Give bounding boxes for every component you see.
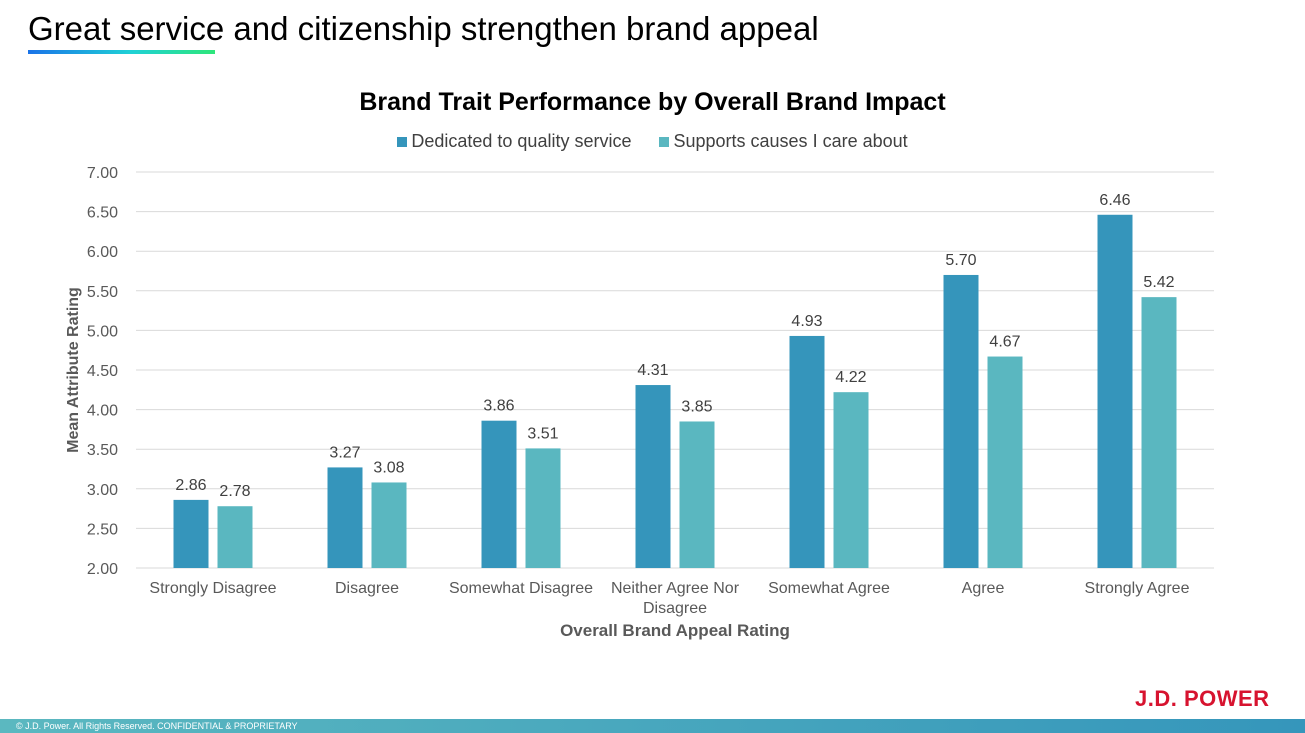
bar-quality-service — [789, 335, 825, 568]
title-underline — [28, 50, 215, 54]
data-label: 3.51 — [527, 425, 558, 442]
data-label: 3.86 — [483, 398, 514, 415]
y-tick-label: 4.00 — [87, 403, 118, 420]
y-tick-label: 3.50 — [87, 442, 118, 459]
legend-swatch-supports-causes — [659, 136, 670, 147]
x-tick-label: Somewhat Agree — [768, 580, 890, 597]
jd-power-logo: J.D. POWER — [1135, 686, 1270, 711]
y-tick-label: 4.50 — [87, 363, 118, 380]
data-label: 4.22 — [835, 369, 866, 386]
x-tick-label: Strongly Disagree — [149, 580, 276, 597]
bar-supports-causes — [679, 421, 715, 568]
data-label: 4.31 — [637, 362, 668, 379]
y-tick-label: 5.50 — [87, 284, 118, 301]
bar-quality-service — [481, 420, 517, 568]
data-label: 3.85 — [681, 398, 712, 415]
y-axis-label: Mean Attribute Rating — [65, 287, 82, 453]
y-tick-label: 2.00 — [87, 561, 118, 578]
y-tick-label: 2.50 — [87, 521, 118, 538]
data-label: 3.08 — [373, 459, 404, 476]
y-tick-label: 7.00 — [87, 165, 118, 182]
y-tick-label: 5.00 — [87, 323, 118, 340]
chart-legend: Dedicated to quality service Supports ca… — [0, 131, 1305, 152]
legend-label-supports-causes: Supports causes I care about — [673, 131, 908, 151]
legend-swatch-quality-service — [397, 136, 408, 147]
footer-bar — [0, 719, 1305, 733]
x-tick-label: Agree — [962, 580, 1005, 597]
legend-item-supports-causes: Supports causes I care about — [659, 131, 908, 152]
slide-title: Great service and citizenship strengthen… — [28, 10, 819, 47]
bar-supports-causes — [833, 392, 869, 568]
chart-title: Brand Trait Performance by Overall Brand… — [359, 88, 946, 116]
bar-quality-service — [635, 385, 671, 568]
bar-quality-service — [173, 499, 209, 568]
bar-quality-service — [1097, 214, 1133, 568]
bar-chart: 2.00 2.50 3.00 3.50 4.00 4.50 5.00 5.50 6.00 6.50… — [65, 165, 1214, 640]
x-tick-label: Somewhat Disagree — [449, 580, 593, 597]
x-tick-label: Disagree — [335, 580, 399, 597]
x-axis-label: Overall Brand Appeal Rating — [560, 621, 790, 640]
bar-supports-causes — [987, 356, 1023, 568]
data-label: 2.86 — [175, 477, 206, 494]
data-label: 4.67 — [989, 334, 1020, 351]
legend-label-quality-service: Dedicated to quality service — [411, 131, 632, 151]
data-label: 3.27 — [329, 444, 360, 461]
data-label: 5.70 — [945, 252, 976, 269]
footer-copyright: © J.D. Power. All Rights Reserved. CONFI… — [16, 721, 298, 731]
y-tick-label: 3.00 — [87, 482, 118, 499]
bar-quality-service — [327, 467, 363, 568]
bar-quality-service — [943, 274, 979, 568]
bar-supports-causes — [371, 482, 407, 568]
bar-supports-causes — [217, 506, 253, 568]
data-label: 4.93 — [791, 313, 822, 330]
x-tick-label: Strongly Agree — [1085, 580, 1190, 597]
y-tick-label: 6.00 — [87, 244, 118, 261]
x-tick-label: Neither Agree Nor — [611, 580, 740, 597]
bar-supports-causes — [525, 448, 561, 568]
data-label: 5.42 — [1143, 274, 1174, 291]
x-tick-label: Disagree — [643, 600, 707, 617]
legend-item-quality-service: Dedicated to quality service — [397, 131, 631, 152]
y-tick-label: 6.50 — [87, 205, 118, 222]
bar-supports-causes — [1141, 297, 1177, 568]
data-label: 6.46 — [1099, 192, 1130, 209]
data-label: 2.78 — [219, 483, 250, 500]
